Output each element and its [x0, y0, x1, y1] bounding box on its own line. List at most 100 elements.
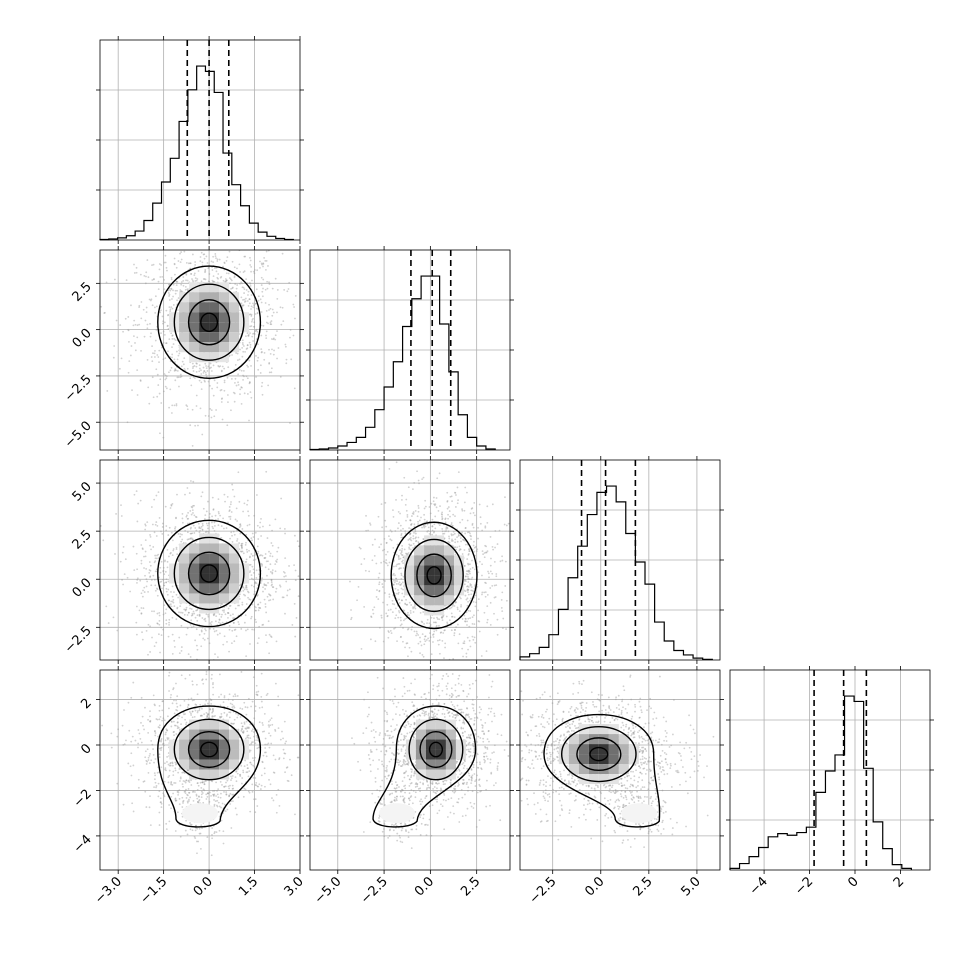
sample-point	[277, 546, 280, 549]
density-cell	[209, 583, 220, 594]
sample-point	[406, 553, 409, 556]
sample-point	[268, 550, 270, 553]
sample-point	[255, 576, 258, 579]
sample-point	[193, 365, 196, 367]
sample-point	[159, 581, 162, 583]
sample-point	[164, 570, 167, 573]
sample-point	[250, 313, 253, 316]
sample-point	[203, 713, 206, 716]
sample-point	[254, 777, 257, 779]
sample-point	[478, 620, 481, 623]
sample-point	[173, 262, 176, 265]
sample-point	[208, 516, 211, 519]
sample-point	[421, 653, 424, 656]
sample-point	[457, 642, 460, 645]
sample-point	[215, 629, 218, 632]
sample-point	[271, 555, 274, 558]
sample-point	[217, 524, 220, 527]
sample-point	[472, 590, 475, 593]
sample-point	[391, 578, 394, 581]
sample-point	[205, 629, 207, 632]
sample-point	[240, 402, 243, 405]
sample-point	[274, 590, 277, 593]
sample-point	[470, 586, 473, 588]
sample-point	[194, 234, 196, 236]
sample-point	[392, 583, 395, 586]
sample-point	[183, 235, 185, 237]
sample-point	[493, 596, 496, 599]
sample-point	[447, 540, 450, 543]
sample-point	[259, 364, 262, 367]
sample-point	[473, 623, 476, 626]
sample-point	[140, 612, 143, 615]
sample-point	[438, 472, 441, 475]
y-tick-label: −2.5	[62, 624, 95, 657]
sample-point	[162, 330, 165, 333]
sample-point	[154, 349, 156, 352]
density-cell	[414, 595, 425, 606]
sample-point	[468, 550, 471, 552]
sample-point	[399, 549, 401, 551]
sample-point	[490, 557, 492, 560]
sample-point	[166, 227, 168, 229]
sample-point	[191, 506, 194, 509]
sample-point	[269, 563, 272, 566]
sample-point	[151, 264, 153, 267]
sample-point	[227, 366, 230, 369]
sample-point	[189, 656, 192, 658]
sample-point	[153, 531, 156, 534]
sample-point	[215, 781, 217, 784]
density-2-0	[100, 470, 300, 660]
sample-point	[371, 543, 374, 546]
sample-point	[122, 743, 125, 746]
sample-point	[270, 542, 273, 544]
sample-point	[433, 617, 435, 620]
sample-point	[170, 287, 173, 290]
sample-point	[263, 358, 266, 361]
sample-point	[255, 307, 258, 310]
sample-point	[171, 502, 174, 505]
density-cell	[434, 545, 445, 556]
sample-point	[170, 725, 173, 728]
sample-point	[212, 364, 215, 367]
sample-point	[176, 607, 179, 610]
sample-point	[443, 532, 446, 535]
sample-point	[194, 527, 197, 529]
sample-point	[242, 731, 245, 734]
sample-point	[380, 616, 383, 619]
sample-point	[241, 547, 243, 550]
sample-point	[283, 528, 286, 530]
sample-point	[268, 778, 270, 781]
sample-point	[190, 480, 192, 482]
sample-point	[466, 558, 469, 560]
sample-point	[469, 645, 472, 648]
sample-point	[165, 342, 168, 345]
sample-point	[411, 625, 414, 628]
sample-point	[155, 305, 158, 308]
sample-point	[250, 320, 253, 323]
sample-point	[483, 552, 486, 554]
sample-point	[240, 546, 243, 549]
sample-point	[220, 388, 223, 391]
sample-point	[445, 528, 448, 530]
sample-point	[171, 600, 174, 603]
sample-point	[235, 352, 237, 354]
sample-point	[236, 539, 238, 542]
sample-point	[168, 299, 171, 301]
sample-point	[234, 607, 237, 610]
sample-point	[192, 625, 195, 628]
sample-point	[385, 542, 388, 544]
sample-point	[471, 522, 474, 525]
sample-point	[479, 516, 482, 519]
sample-point	[444, 646, 446, 649]
sample-point	[261, 565, 263, 567]
sample-point	[160, 264, 162, 266]
sample-point	[268, 371, 271, 374]
sample-point	[404, 503, 407, 506]
sample-point	[190, 532, 193, 535]
sample-point	[253, 628, 256, 631]
sample-point	[165, 581, 168, 584]
sample-point	[404, 532, 407, 535]
sample-point	[201, 792, 204, 794]
sample-point	[226, 394, 229, 396]
